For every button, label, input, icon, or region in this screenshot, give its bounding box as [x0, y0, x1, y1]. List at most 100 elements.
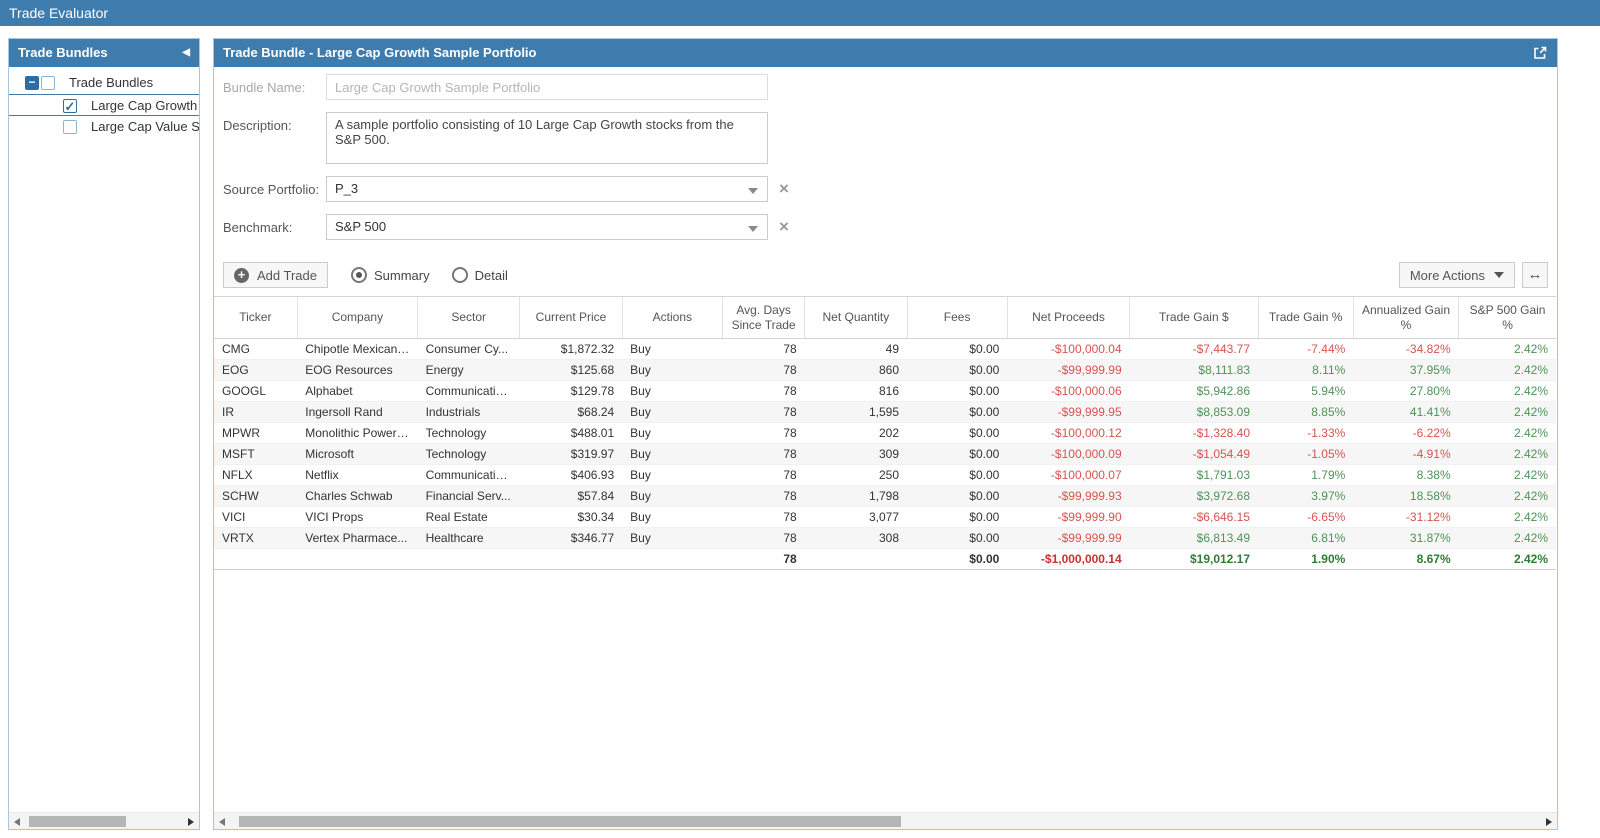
cell-net-quantity: 202: [878, 426, 899, 440]
table-row[interactable]: IR Ingersoll Rand Industrials $68.24 Buy 78 1,…: [214, 401, 1556, 423]
tree-node-trade-bundles[interactable]: − ✓ Trade Bundles: [9, 72, 199, 94]
cell-fees: $0.00: [969, 552, 1000, 566]
table-row[interactable]: MSFT Microsoft Technology $319.97 Buy 78 309 $0…: [214, 443, 1556, 465]
cell-trade-gain-pct: 1.79%: [1311, 468, 1346, 482]
cell-sector: Real Estate: [425, 510, 488, 524]
col-header-actions[interactable]: Actions: [621, 296, 723, 339]
col-header-trade-gain-dollars[interactable]: Trade Gain $: [1129, 296, 1259, 339]
totals-row: 78 $0.00 -$1,000,000.14 $19,012.17 1.90% 8.67…: [214, 548, 1556, 570]
cell-net-quantity: 250: [878, 468, 899, 482]
cell-trade-gain-dollars: -$1,328.40: [1192, 426, 1251, 440]
tree-expander-icon[interactable]: −: [25, 76, 39, 90]
cell-net-proceeds: -$99,999.93: [1057, 489, 1122, 503]
scroll-right-icon[interactable]: [188, 818, 194, 826]
benchmark-select[interactable]: S&P 500: [326, 214, 768, 240]
table-header-row: Ticker Company Sector Current Price Actions A…: [214, 296, 1556, 339]
scrollbar-thumb[interactable]: [239, 816, 901, 827]
cell-sector: Communicatio...: [425, 468, 513, 482]
main-horizontal-scrollbar[interactable]: [214, 812, 1557, 829]
cell-current-price: $68.24: [577, 405, 615, 419]
trades-table: Ticker Company Sector Current Price Actions A…: [214, 296, 1556, 570]
trades-toolbar: + Add Trade Summary Detail More Actions: [214, 262, 1557, 288]
chevron-down-icon[interactable]: [748, 226, 758, 232]
cell-avg-days: 78: [783, 531, 797, 545]
col-header-sp500-gain-pct[interactable]: S&P 500 Gain %: [1458, 296, 1556, 339]
table-row[interactable]: VICI VICI Props Real Estate $30.34 Buy 78 3,07…: [214, 507, 1556, 528]
cell-trade-gain-dollars: $8,111.83: [1198, 363, 1251, 377]
col-header-trade-gain-pct[interactable]: Trade Gain %: [1257, 296, 1354, 339]
collapse-panel-icon[interactable]: ◀: [182, 47, 190, 58]
col-header-sector[interactable]: Sector: [417, 296, 520, 339]
cell-ticker: EOG: [222, 363, 249, 377]
bundle-name-input[interactable]: [326, 74, 768, 100]
description-textarea[interactable]: A sample portfolio consisting of 10 Larg…: [326, 112, 768, 164]
clear-benchmark-icon[interactable]: ×: [779, 217, 789, 236]
col-header-ticker[interactable]: Ticker: [214, 296, 298, 339]
col-header-avg-days[interactable]: Avg. Days Since Trade: [721, 296, 805, 339]
cell-company: Netflix: [305, 468, 339, 482]
col-header-fees[interactable]: Fees: [906, 296, 1008, 339]
cell-actions: Buy: [630, 531, 651, 545]
open-external-icon[interactable]: [1532, 45, 1548, 61]
add-trade-button[interactable]: + Add Trade: [223, 262, 328, 288]
cell-ticker: SCHW: [222, 489, 259, 503]
col-header-net-quantity[interactable]: Net Quantity: [804, 296, 907, 339]
scroll-left-icon[interactable]: [14, 818, 20, 826]
col-header-net-proceeds[interactable]: Net Proceeds: [1006, 296, 1130, 339]
cell-company: Alphabet: [305, 384, 353, 398]
cell-annualized-gain-pct: -31.12%: [1405, 510, 1451, 524]
tree-root-checkbox[interactable]: ✓: [41, 76, 55, 90]
cell-annualized-gain-pct: -34.82%: [1405, 342, 1451, 356]
tree-node-large-cap-value[interactable]: ✓ Large Cap Value Sa: [9, 116, 199, 138]
table-row[interactable]: GOOGL Alphabet Communicatio... $129.78 Buy 78…: [214, 381, 1556, 402]
tree-node-label[interactable]: Large Cap Growth S: [91, 98, 199, 113]
cell-net-proceeds: -$99,999.99: [1057, 531, 1122, 545]
table-row[interactable]: EOG EOG Resources Energy $125.68 Buy 78 860 $0.…: [214, 359, 1556, 381]
description-label: Description:: [223, 118, 292, 133]
table-row[interactable]: VRTX Vertex Pharmace... Healthcare $346.77 B…: [214, 527, 1556, 549]
clear-source-portfolio-icon[interactable]: ×: [779, 179, 789, 198]
cell-fees: $0.00: [969, 468, 1000, 482]
cell-sp500-gain-pct: 2.42%: [1513, 447, 1548, 461]
table-row[interactable]: CMG Chipotle Mexican ... Consumer Cy... $1,…: [214, 339, 1556, 360]
col-header-company[interactable]: Company: [296, 296, 418, 339]
cell-trade-gain-dollars: $8,853.09: [1196, 405, 1251, 419]
table-row[interactable]: SCHW Charles Schwab Financial Serv... $57.8…: [214, 485, 1556, 507]
cell-current-price: $406.93: [570, 468, 615, 482]
resize-columns-button[interactable]: ↔: [1522, 262, 1548, 288]
tree-node-large-cap-growth[interactable]: ✓ Large Cap Growth S: [9, 94, 199, 116]
benchmark-label: Benchmark:: [223, 220, 293, 235]
cell-trade-gain-pct: -1.33%: [1307, 426, 1346, 440]
source-portfolio-value: P_3: [335, 181, 359, 196]
cell-sp500-gain-pct: 2.42%: [1513, 468, 1548, 482]
table-row[interactable]: MPWR Monolithic Power ... Technology $488.0…: [214, 423, 1556, 444]
cell-net-quantity: 1,798: [868, 489, 899, 503]
cell-trade-gain-dollars: $6,813.49: [1196, 531, 1251, 545]
trade-bundle-content: Bundle Name: Description: A sample portf…: [214, 67, 1557, 813]
tree-node-label[interactable]: Large Cap Value Sa: [91, 119, 199, 134]
tree-node-label[interactable]: Trade Bundles: [69, 75, 154, 90]
scroll-left-icon[interactable]: [219, 818, 225, 826]
detail-radio[interactable]: Detail: [451, 267, 508, 283]
cell-net-proceeds: -$100,000.06: [1050, 384, 1122, 398]
chevron-down-icon[interactable]: [748, 188, 758, 194]
more-actions-button[interactable]: More Actions: [1398, 262, 1515, 288]
more-actions-label: More Actions: [1409, 267, 1485, 283]
tree-item-checkbox[interactable]: ✓: [63, 120, 77, 134]
sidebar-horizontal-scrollbar[interactable]: [9, 812, 199, 829]
radio-icon[interactable]: [451, 267, 468, 283]
cell-avg-days: 78: [783, 468, 797, 482]
cell-sp500-gain-pct: 2.42%: [1513, 342, 1548, 356]
radio-icon[interactable]: [351, 267, 367, 283]
scroll-right-icon[interactable]: [1546, 818, 1552, 826]
cell-company: Charles Schwab: [305, 489, 393, 503]
cell-trade-gain-pct: 8.85%: [1311, 405, 1346, 419]
col-header-current-price[interactable]: Current Price: [519, 296, 623, 339]
scrollbar-thumb[interactable]: [29, 816, 126, 827]
col-header-annualized-gain-pct[interactable]: Annualized Gain %: [1352, 296, 1459, 339]
tree-item-checkbox[interactable]: ✓: [63, 99, 77, 114]
cell-actions: Buy: [630, 363, 651, 377]
summary-radio[interactable]: Summary: [351, 267, 430, 283]
table-row[interactable]: NFLX Netflix Communicatio... $406.93 Buy 78 25…: [214, 465, 1556, 486]
source-portfolio-select[interactable]: P_3: [326, 176, 768, 202]
